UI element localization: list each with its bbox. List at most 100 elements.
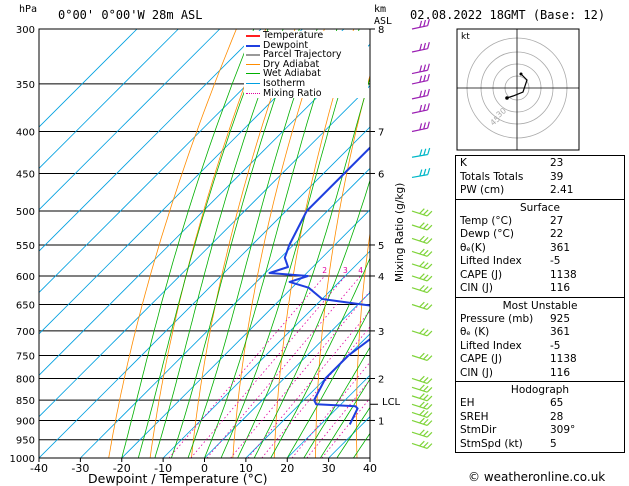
- isotherm-line: [39, 29, 345, 335]
- pressure-tick-label: 750: [16, 351, 35, 362]
- index-value: 361: [550, 326, 571, 338]
- wind-barb: [411, 208, 433, 217]
- index-value: 39: [550, 170, 564, 183]
- index-label: Totals Totals: [460, 170, 524, 183]
- km-tick-label: 6: [378, 169, 384, 180]
- wind-barb: [411, 301, 433, 311]
- isotherm-line: [39, 29, 262, 252]
- index-label: StmDir: [460, 424, 497, 436]
- wind-barb: [411, 73, 430, 85]
- wind-barb: [411, 121, 430, 133]
- wind-barb: [411, 375, 433, 385]
- hodograph-title: Hodograph: [510, 384, 570, 396]
- most-unstable-title: Most Unstable: [502, 299, 578, 312]
- wind-barb: [411, 103, 430, 114]
- location-label: 0°00' 0°00'W 28m ASL: [58, 8, 203, 22]
- index-label: SREH: [460, 410, 489, 423]
- pressure-tick-label: 350: [16, 80, 35, 91]
- mixing-ratio-line: [206, 275, 361, 458]
- wind-barb: [411, 222, 433, 231]
- index-label: Pressure (mb): [460, 312, 534, 325]
- mixing-ratio-line: [306, 379, 370, 458]
- isotherm-line: [80, 167, 370, 458]
- dry-adiabat-line: [149, 29, 267, 458]
- wet-adiabat-line: [154, 29, 284, 458]
- index-row: EH 65: [460, 397, 620, 411]
- index-row: CIN (J) 116: [460, 367, 620, 381]
- index-value: 28: [550, 410, 564, 423]
- temperature-tick-label: 40: [363, 462, 377, 475]
- hodograph-point: [519, 72, 523, 76]
- index-label: θₑ (K): [460, 326, 490, 338]
- index-label: K: [460, 157, 467, 169]
- legend-dewpoint: Dewpoint: [244, 40, 368, 51]
- mixing-ratio-line: [230, 290, 370, 458]
- index-row: StmDir 309°: [460, 424, 620, 438]
- temperature-tick-label: 20: [280, 462, 294, 475]
- pressure-tick-label: 300: [16, 25, 35, 36]
- isotherm-line: [286, 374, 370, 458]
- hpa-label: hPa: [19, 4, 38, 15]
- index-value: 309°: [550, 424, 576, 436]
- copyright: © weatheronline.co.uk: [468, 470, 606, 484]
- wind-barb: [411, 168, 431, 179]
- pressure-tick-label: 550: [16, 241, 35, 252]
- wind-barb: [411, 429, 433, 438]
- wind-barb: [411, 248, 433, 257]
- wet-adiabat-line: [171, 29, 300, 458]
- pressure-tick-label: 900: [16, 416, 35, 427]
- mixing-ratio-label: 10: [407, 266, 417, 275]
- index-label: PW (cm): [460, 184, 505, 196]
- index-label: StmSpd (kt): [460, 437, 523, 450]
- wind-barb: [411, 440, 433, 449]
- index-row: Totals Totals 39: [460, 171, 620, 185]
- indices-panel: K 23 Totals Totals 39 PW (cm) 2.41 Surface Te…: [455, 155, 625, 453]
- wet-adiabat-line: [320, 378, 370, 458]
- mixing-ratio-axis-title: Mixing Ratio (g/kg): [394, 182, 406, 282]
- legend-isotherm: Isotherm: [244, 79, 368, 89]
- legend-dry-adiabat: Dry Adiabat: [244, 59, 368, 70]
- wet-adiabat-line: [336, 406, 370, 458]
- date-label: 02.08.2022 18GMT (Base: 12): [410, 8, 606, 22]
- lcl-label: LCL: [382, 397, 401, 409]
- wet-adiabat-line: [137, 29, 269, 458]
- index-label: CAPE (J): [460, 268, 503, 281]
- index-row: Dewp (°C) 22: [460, 228, 620, 242]
- km-tick-label: 2: [378, 374, 384, 385]
- wind-barb: [411, 42, 430, 53]
- mixing-ratio-line: [168, 275, 325, 458]
- legend-parcel: Parcel Trajectory: [244, 50, 368, 60]
- hodograph-frame: [456, 28, 580, 151]
- hodograph-trace: [506, 73, 528, 99]
- index-row: Lifted Index -5: [460, 340, 620, 354]
- index-value: 361: [550, 241, 571, 254]
- isotherm-line: [39, 29, 303, 294]
- isotherm-line: [162, 250, 370, 458]
- wet-adiabat-line: [204, 29, 338, 458]
- isotherm-line: [245, 333, 370, 458]
- x-axis-title: Dewpoint / Temperature (°C): [88, 471, 268, 486]
- mixing-ratio-label: 2: [322, 266, 327, 275]
- km-tick-label: 1: [378, 416, 384, 427]
- index-label: Dewp (°C): [460, 228, 514, 240]
- temperature-tick-label: -30: [71, 462, 89, 475]
- index-value: 5: [550, 437, 557, 450]
- index-label: θₑ(K): [460, 241, 486, 254]
- isotherm-line: [39, 29, 138, 128]
- wind-barb: [411, 352, 433, 362]
- pressure-tick-label: 600: [16, 272, 35, 283]
- surface-box: Surface Temp (°C) 27 Dewp (°C) 22 θₑ(K) 361 Li…: [455, 199, 625, 298]
- mixing-ratio-label: 4: [358, 266, 363, 275]
- pressure-tick-label: 850: [16, 396, 35, 407]
- index-row: CAPE (J) 1138: [460, 269, 620, 283]
- mixing-ratio-label: 3: [343, 266, 348, 275]
- pressure-tick-label: 450: [16, 169, 35, 180]
- pressure-tick-label: 500: [16, 207, 35, 218]
- index-label: CIN (J): [460, 366, 493, 379]
- wind-barb: [411, 147, 431, 158]
- wet-adiabat-line: [187, 29, 318, 458]
- hodograph-point: [505, 96, 509, 100]
- temperature-tick-label: 10: [239, 462, 253, 475]
- wet-adiabat-line: [303, 346, 370, 458]
- index-value: 23: [550, 157, 564, 169]
